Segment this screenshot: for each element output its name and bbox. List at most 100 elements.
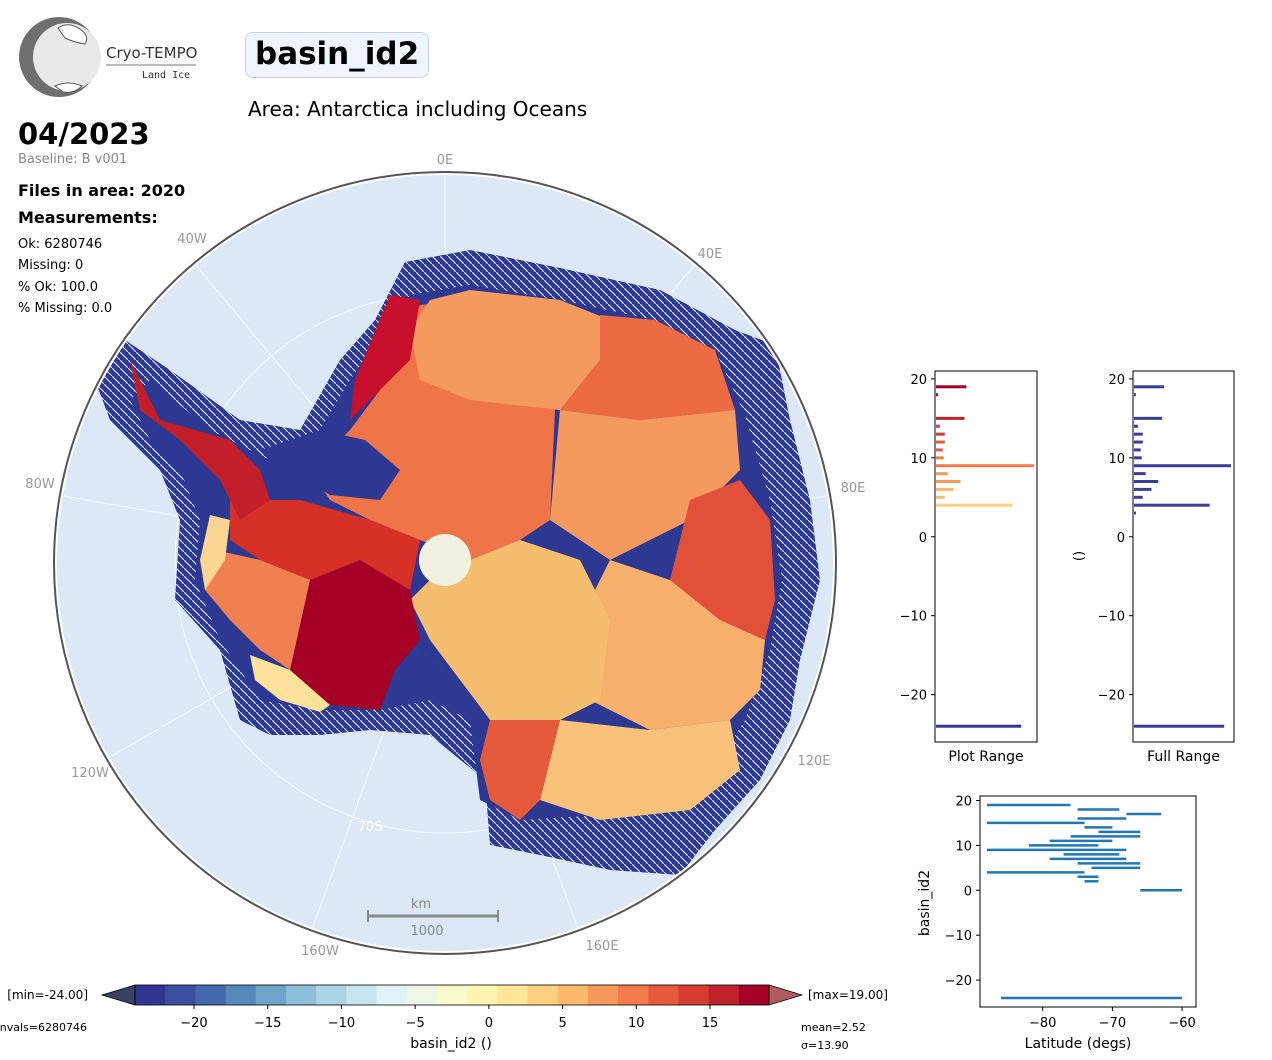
colorbar-segment	[648, 985, 679, 1005]
histogram-bar-0	[936, 440, 945, 444]
histogram-bar-1	[1134, 416, 1163, 420]
scatter-xlabel: Latitude (degs)	[1025, 1036, 1132, 1052]
basin-enderby	[560, 315, 735, 420]
histogram-bar-0	[936, 456, 944, 460]
histogram-bar-0	[936, 393, 938, 397]
basin-west-ais	[230, 500, 420, 590]
basin-marie-byrd	[290, 560, 420, 710]
colorbar-segment	[738, 985, 770, 1005]
scatter-xtick-label: −80	[1029, 1016, 1056, 1031]
cryo-tempo-logo: Cryo-TEMPO Land Ice	[19, 17, 197, 97]
histogram-bar-1	[1134, 456, 1142, 460]
colorbar-xlabel: basin_id2 ()	[410, 1036, 492, 1052]
histogram-bar-1	[1134, 724, 1225, 728]
histogram-ytick-label-0: −20	[900, 689, 927, 704]
colorbar-min-label: [min=-24.00]	[7, 988, 88, 1002]
lon-label-120e: 120E	[797, 754, 830, 769]
histogram-bar-1	[1134, 464, 1231, 468]
colorbar-segment	[618, 985, 649, 1005]
histogram-bar-0	[936, 487, 954, 491]
histogram-ytick-label-0: −10	[900, 610, 927, 625]
colorbar-segment	[165, 985, 196, 1005]
stat-percent-ok: % Ok: 100.0	[18, 280, 98, 295]
histogram-ylabel: ()	[1072, 551, 1087, 561]
histogram-ytick-label-0: 0	[919, 531, 927, 546]
histogram-ytick-label-1: −20	[1098, 689, 1125, 704]
basin-wilkes	[580, 560, 765, 730]
basin-wilkes-coast	[670, 480, 775, 640]
colorbar-sigma-label: σ=13.90	[801, 1039, 849, 1052]
histogram-bar-1	[1134, 495, 1143, 499]
colorbar-tick-label: 5	[558, 1016, 566, 1031]
histogram-ytick-label-0: 10	[910, 452, 927, 467]
map-frame	[53, 171, 837, 955]
colorbar-tick-label: 10	[628, 1016, 645, 1031]
histogram-bar-1	[1134, 487, 1152, 491]
histogram-bar-0	[936, 416, 965, 420]
colorbar-segment	[285, 985, 317, 1005]
scale-unit: km	[411, 897, 431, 912]
colorbar-nvals-label: nvals=6280746	[0, 1021, 87, 1034]
basin-ross-east	[480, 720, 560, 820]
map-body	[57, 175, 833, 951]
colorbar-segment	[346, 985, 378, 1005]
colorbar-max-label: [max=19.00]	[808, 988, 888, 1002]
histogram-bar-1	[1134, 480, 1159, 484]
scatter-ytick-label: 20	[955, 794, 972, 809]
histogram-frame-0	[934, 370, 1038, 743]
pole-hole	[419, 534, 471, 586]
colorbar-segment	[467, 985, 498, 1005]
histogram-bar-0	[936, 480, 961, 484]
colorbar-tick-label: 15	[702, 1016, 719, 1031]
histogram-bar-1	[1134, 424, 1138, 428]
histogram-ytick-label-1: 10	[1108, 452, 1125, 467]
colorbar-segment	[587, 985, 619, 1005]
scale-value: 1000	[410, 924, 443, 939]
lon-label-0e: 0E	[437, 153, 454, 168]
colorbar-segment	[195, 985, 227, 1005]
colorbar-segment	[436, 985, 468, 1005]
histogram-ytick-label-0: 20	[910, 373, 927, 388]
colorbar-tick-label: −20	[180, 1016, 207, 1031]
measurements-heading: Measurements:	[18, 208, 158, 227]
colorbar-tick-label: −15	[254, 1016, 281, 1031]
scatter-ytick-label: −20	[945, 974, 972, 989]
histogram-bar-1	[1134, 385, 1165, 389]
histogram-bar-0	[936, 472, 948, 476]
histogram-bar-0	[936, 495, 945, 499]
logo-title: Cryo-TEMPO	[106, 44, 197, 62]
stat-missing: Missing: 0	[18, 258, 84, 273]
histogram-xlabel-1: Full Range	[1147, 749, 1220, 765]
lon-label-160w: 160W	[301, 944, 339, 959]
colorbar-tick-label: 0	[485, 1016, 493, 1031]
lon-label-80e: 80E	[841, 481, 866, 496]
scatter-ytick-label: 0	[964, 884, 972, 899]
colorbar-segment	[225, 985, 257, 1005]
colorbar-tick-label: −5	[406, 1016, 425, 1031]
histogram-frame-1	[1132, 370, 1235, 743]
histogram-bar-0	[936, 724, 1022, 728]
area-label: Area: Antarctica including Oceans	[248, 97, 588, 121]
basin-ellsworth	[205, 550, 310, 670]
colorbar-segment	[316, 985, 347, 1005]
lon-label-80w: 80W	[25, 477, 55, 492]
histogram-bar-0	[936, 448, 943, 452]
colorbar-min-arrow	[100, 984, 136, 1006]
colorbar-segment	[497, 985, 528, 1005]
basin-amery	[550, 410, 740, 560]
colorbar-segment	[255, 985, 287, 1005]
baseline-label: Baseline: B v001	[18, 152, 128, 167]
basin-victoria	[410, 540, 610, 720]
histogram-bar-1	[1134, 393, 1136, 397]
histogram-bar-1	[1134, 503, 1210, 507]
colorbar-segment	[527, 985, 559, 1005]
scatter-frame	[979, 795, 1197, 1008]
histogram-bar-0	[936, 385, 967, 389]
histogram-ytick-label-1: 20	[1108, 373, 1125, 388]
scatter-ytick-label: 10	[955, 839, 972, 854]
colorbar-segment	[678, 985, 710, 1005]
colorbar-segment	[406, 985, 438, 1005]
stat-percent-missing: % Missing: 0.0	[18, 301, 113, 316]
